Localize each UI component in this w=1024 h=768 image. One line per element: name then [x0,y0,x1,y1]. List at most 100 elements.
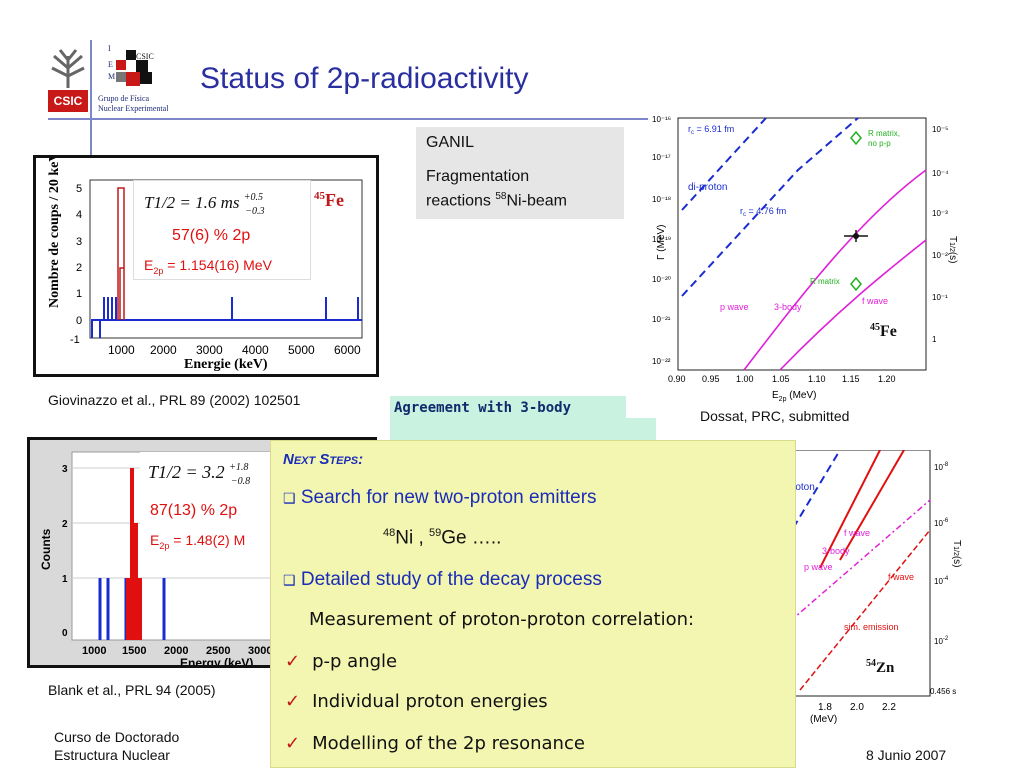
theory-rtick-3: 10⁻³ [932,209,948,218]
theory-ltick-19: 10⁻¹⁹ [652,235,671,244]
fe-ytick-1: 1 [76,288,82,300]
zn-plot-svg: roton f wave 3-body p wave f wave sim. e… [779,449,962,725]
ganil-beam-name: Ni-beam [506,192,567,210]
square-bullet-icon: ❑ [283,490,296,506]
zn-xtick-1: 1.8 [818,702,832,713]
theory-ltick-16: 10⁻¹⁶ [652,115,671,124]
fe-energy-symbol: E [144,257,154,273]
theory-rtick-2: 10⁻² [932,251,948,260]
iem-blocks-icon [116,50,152,86]
zn-red-dashed [799,529,931,691]
fe-energy: E2p = 1.154(16) MeV [144,257,272,276]
ni-half-life-minus: −0.8 [230,476,251,487]
ganil-beam: reactions 58Ni-beam [426,187,614,211]
zn-rtick-1: 10-8 [934,462,949,472]
zn-label-fwave2: f wave [888,572,914,582]
ni-ytick-0: 0 [62,628,68,639]
csic-logo [46,48,90,88]
fe-ytick-neg1: -1 [70,334,80,346]
zn-rtick-3: 10-4 [934,576,949,586]
fe-xtick-3000: 3000 [196,343,223,357]
theory-label-rc1-value: = 6.91 fm [694,124,734,134]
zn-rtick-3-base: 10 [934,577,943,586]
theory-ltick-22: 10⁻²² [652,357,671,366]
fe-xtick-5000: 5000 [288,343,315,357]
fe-nucleus-label: 45Fe [314,190,344,211]
zn-label-sim: sim. emission [844,622,899,632]
zn-rtick-4-base: 10 [934,637,943,646]
ni-ytick-3: 3 [62,464,68,475]
iem-blocks [116,48,158,88]
fe-ytick-4: 4 [76,209,82,221]
theory-ltick-20: 10⁻²⁰ [652,275,671,284]
fe-half-life-plus: +0.5 [243,192,264,203]
theory-ylabel-right-unit: (s) [947,252,958,264]
theory-label-rc2-sub: c [743,212,746,218]
zn-right-ticks: 10-8 10-6 10-4 10-2 0.456 s [930,462,956,696]
theory-ylabel-right-symbol: T [947,236,958,242]
fe-xlabel: Energie (keV) [184,357,268,372]
theory-xlabel-sub: 2p [779,396,787,403]
agreement-label: Agreement with 3-body [390,396,626,422]
zn-rtick-2-base: 10 [934,519,943,528]
header-vertical-rule [90,40,92,170]
theory-xtick-100: 1.00 [736,374,754,384]
ni-energy-sub: 2p [159,540,170,551]
ganil-method: Fragmentation [426,168,530,185]
header-horizontal-rule [48,118,648,120]
zn-label-proton: roton [792,482,815,493]
theory-ylabel-right: T1/2(s) [947,236,958,264]
ni-annotation-box: T1/2 = 3.2 +1.8 −0.8 87(13) % 2p E2p = 1… [140,452,276,562]
theory-xtick-090: 0.90 [668,374,686,384]
fe-annotation-box: T1/2 = 1.6 ms +0.5 −0.3 57(6) % 2p E2p =… [133,180,311,280]
footer-course-line1: Curso de Doctorado [54,729,180,745]
theory-plot: 10⁻¹⁶ 10⁻¹⁷ 10⁻¹⁸ 10⁻¹⁹ 10⁻²⁰ 10⁻²¹ 10⁻²… [648,110,960,406]
theory-label-rmatrix3: R matrix [810,277,840,286]
nuclei-ge: Ge ….. [441,527,502,549]
page-title: Status of 2p-radioactivity [200,62,529,95]
footer-date: 8 Junio 2007 [866,747,947,763]
ni-y-ticks: 3 2 1 0 [62,464,68,639]
zn-label-3body: 3-body [822,546,850,556]
theory-xlabel: E2p (MeV) [772,390,816,403]
ni-xtick-2500: 2500 [206,645,230,657]
zn-ylabel: T1/2(s) [951,540,962,568]
checkmark-icon: ✓ [285,733,301,754]
fe-y-ticks: 5 4 3 2 1 0 -1 [70,183,82,346]
check-item-1: ✓ p-p angle [285,651,397,672]
zn-rtick-4: 10-2 [934,636,949,646]
theory-rtick-4: 10⁻⁴ [932,169,949,178]
zn-nucleus-mass: 54 [866,658,876,669]
theory-label-rmatrix2: no p-p [868,139,891,148]
theory-label-rmatrix: R matrix, [868,129,900,138]
ni-histogram-red [126,468,142,640]
fe-energy-sub: 2p [153,265,164,276]
theory-rmatrix-marker-2 [850,276,862,292]
next-step-1-text: Search for new two-proton emitters [300,487,597,508]
next-steps-heading: Next Steps: [283,451,364,468]
ni-xtick-3000: 3000 [248,645,272,657]
square-bullet-icon: ❑ [283,572,296,588]
theory-label-rc2: rc = 4.76 fm [740,206,786,218]
fe-ylabel: Nombre de coups / 20 keV [47,158,62,308]
ni-half-life-text: T1/2 = 3.2 [148,462,225,482]
zn-xtick-2: 2.0 [850,702,864,713]
theory-nucleus-mass: 45 [870,322,880,333]
ni-xtick-1500: 1500 [122,645,146,657]
fe-nucleus-symbol: Fe [325,190,344,210]
agreement-backdrop [390,418,656,442]
ni-branching-ratio: 87(13) % 2p [150,502,238,519]
checkmark-icon: ✓ [285,691,301,712]
next-step-2: ❑ Detailed study of the decay process [283,569,602,591]
next-step-2-text: Detailed study of the decay process [300,569,602,590]
zn-rtick-2-exp: -6 [943,518,949,524]
theory-ltick-18: 10⁻¹⁸ [652,195,671,204]
zn-rtick-1-exp: -8 [943,462,949,468]
zn-rtick-5: 0.456 s [930,687,956,696]
theory-label-rc1-sub: c [691,130,694,136]
theory-x-ticks: 0.90 0.95 1.00 1.05 1.10 1.15 1.20 [668,374,896,384]
ni-caption: Blank et al., PRL 94 (2005) [48,682,216,698]
zn-nucleus-symbol: Zn [876,660,895,676]
next-steps-box: Next Steps: ❑ Search for new two-proton … [270,440,796,768]
zn-xlabel: (MeV) [810,714,837,725]
